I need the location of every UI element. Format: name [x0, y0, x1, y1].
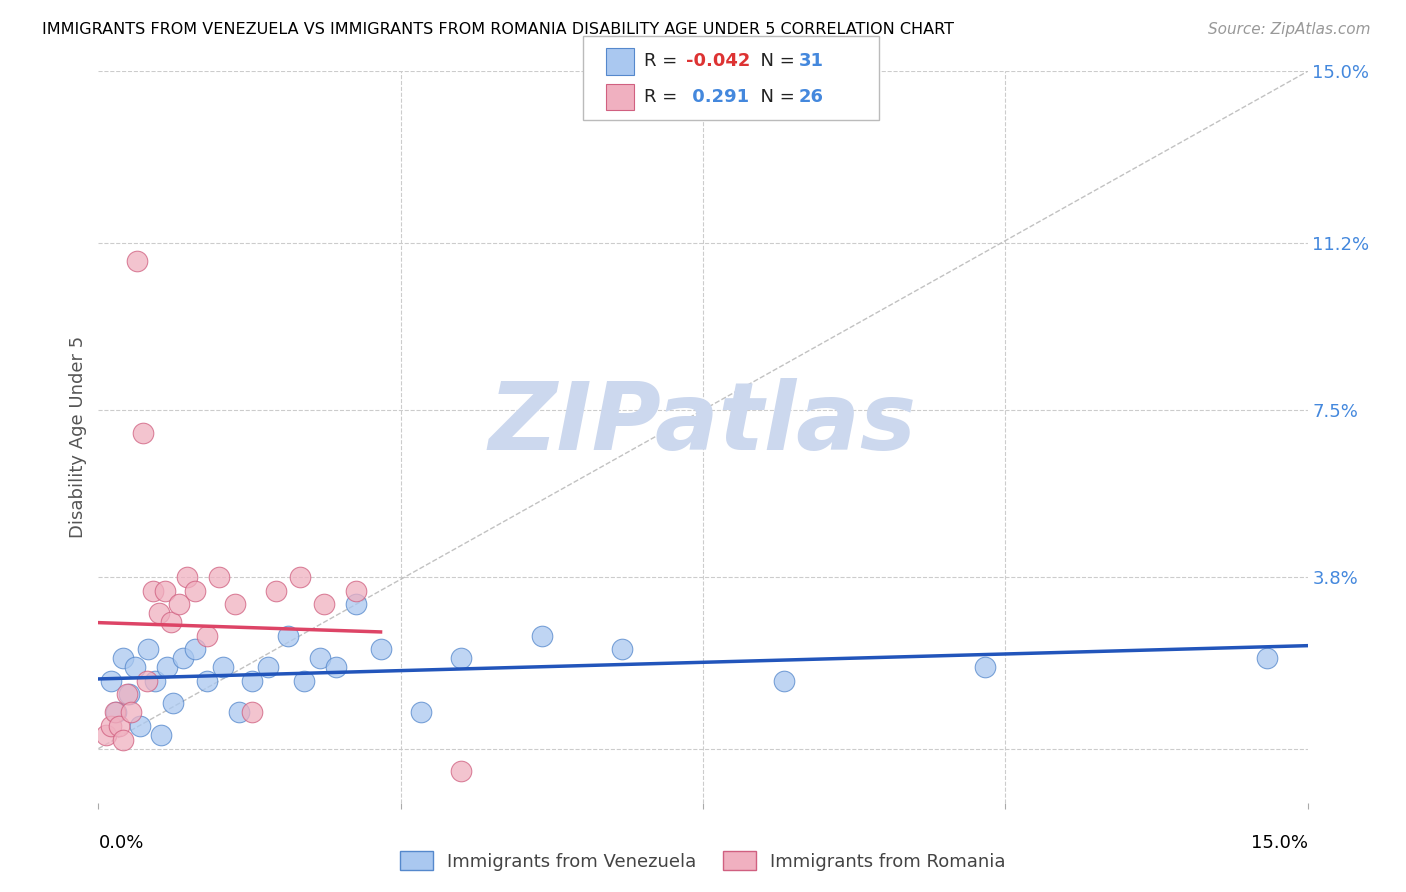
Point — [148, 606, 170, 620]
Text: N =: N = — [749, 88, 801, 106]
Point — [1256, 651, 1278, 665]
Point — [129, 719, 152, 733]
Point — [212, 660, 235, 674]
Point — [176, 570, 198, 584]
Text: 0.291: 0.291 — [686, 88, 749, 106]
Point — [256, 660, 278, 674]
Text: 26: 26 — [799, 88, 824, 106]
Point — [772, 673, 794, 688]
Point — [167, 597, 190, 611]
Point — [142, 583, 165, 598]
Point — [277, 629, 299, 643]
Point — [120, 706, 142, 720]
Point — [118, 688, 141, 702]
Point — [135, 673, 157, 688]
Point — [124, 660, 146, 674]
Point — [100, 719, 122, 733]
Point — [195, 673, 218, 688]
Text: R =: R = — [644, 53, 683, 70]
Point — [195, 629, 218, 643]
Point — [450, 764, 472, 779]
Point — [143, 673, 166, 688]
Point — [370, 642, 392, 657]
Text: 15.0%: 15.0% — [1250, 834, 1308, 852]
Point — [100, 673, 122, 688]
Point — [309, 651, 332, 665]
Point — [172, 651, 194, 665]
Point — [409, 706, 432, 720]
Point — [224, 597, 246, 611]
Text: N =: N = — [749, 53, 801, 70]
Point — [132, 425, 155, 440]
Point — [240, 706, 263, 720]
Text: R =: R = — [644, 88, 683, 106]
Point — [184, 642, 207, 657]
Point — [974, 660, 997, 674]
Point — [127, 254, 149, 268]
Legend: Immigrants from Venezuela, Immigrants from Romania: Immigrants from Venezuela, Immigrants fr… — [392, 844, 1014, 878]
Point — [314, 597, 336, 611]
Point — [264, 583, 287, 598]
Point — [107, 719, 129, 733]
Point — [292, 673, 315, 688]
Point — [153, 583, 176, 598]
Point — [111, 732, 134, 747]
Text: Source: ZipAtlas.com: Source: ZipAtlas.com — [1208, 22, 1371, 37]
Text: 31: 31 — [799, 53, 824, 70]
Point — [160, 615, 183, 630]
Point — [240, 673, 263, 688]
Point — [162, 697, 184, 711]
Point — [150, 728, 173, 742]
Point — [156, 660, 179, 674]
Point — [288, 570, 311, 584]
Point — [115, 688, 138, 702]
Point — [111, 651, 134, 665]
Point — [325, 660, 347, 674]
Text: 0.0%: 0.0% — [98, 834, 143, 852]
Point — [530, 629, 553, 643]
Text: ZIPatlas: ZIPatlas — [489, 377, 917, 469]
Point — [105, 706, 128, 720]
Point — [344, 583, 367, 598]
Text: IMMIGRANTS FROM VENEZUELA VS IMMIGRANTS FROM ROMANIA DISABILITY AGE UNDER 5 CORR: IMMIGRANTS FROM VENEZUELA VS IMMIGRANTS … — [42, 22, 955, 37]
Point — [344, 597, 367, 611]
Point — [103, 706, 125, 720]
Point — [184, 583, 207, 598]
Text: -0.042: -0.042 — [686, 53, 751, 70]
Point — [450, 651, 472, 665]
Point — [138, 642, 160, 657]
Point — [612, 642, 634, 657]
Y-axis label: Disability Age Under 5: Disability Age Under 5 — [69, 336, 87, 538]
Point — [208, 570, 231, 584]
Point — [228, 706, 250, 720]
Point — [96, 728, 118, 742]
